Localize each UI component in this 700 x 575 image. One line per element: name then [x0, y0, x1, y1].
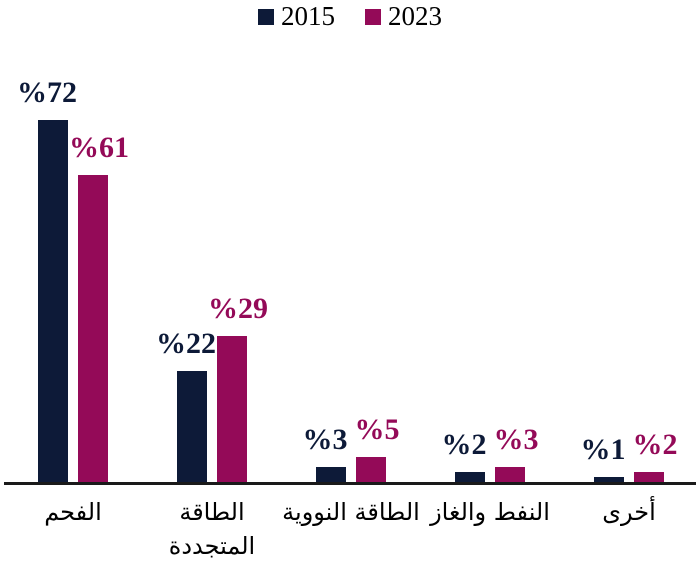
value-label-2015-4: %1: [580, 433, 626, 466]
category-label-2: الطاقة النووية: [282, 496, 420, 530]
category-label-4: أخرى: [602, 496, 656, 530]
bar-2015-3: [455, 472, 485, 482]
bar-2023-3: [495, 467, 525, 482]
bar-2015-1: [177, 371, 207, 482]
value-label-2023-2: %5: [354, 413, 400, 446]
bar-2015-0: [38, 120, 68, 482]
legend-label-2023: 2023: [388, 1, 442, 31]
plot-area: %72 %61 %22 %29 %3 %5 %2 %3 %1 %2: [17, 76, 678, 482]
value-label-2023-4: %2: [632, 428, 678, 461]
value-label-2023-0: %61: [69, 131, 129, 164]
category-label-line: النفط والغاز: [430, 498, 550, 526]
bar-2023-0: [78, 175, 108, 482]
category-labels: الفحم الطاقة المتجددة الطاقة النووية النفط و…: [0, 496, 700, 572]
bar-2023-4: [634, 472, 664, 482]
category-label-line: الطاقة: [179, 498, 245, 526]
bar-2015-4: [594, 477, 624, 482]
value-label-2023-1: %29: [208, 292, 268, 325]
bar-2023-1: [217, 336, 247, 482]
value-label-2023-3: %3: [493, 423, 539, 456]
bar-2023-2: [356, 457, 386, 482]
value-label-2015-0: %72: [17, 76, 77, 109]
legend-swatch-2023-icon: [365, 8, 381, 25]
value-label-2015-1: %22: [156, 327, 216, 360]
bar-2015-2: [316, 467, 346, 482]
category-label-1: الطاقة المتجددة: [169, 496, 255, 563]
category-label-line: المتجددة: [168, 531, 256, 560]
legend-swatch-2015-icon: [258, 8, 274, 25]
category-label-0: الفحم: [44, 496, 102, 530]
legend-item-2023: 2023: [365, 3, 442, 30]
x-axis-line: [4, 482, 696, 485]
legend-item-2015: 2015: [258, 3, 335, 30]
chart-legend: 2015 2023: [0, 3, 700, 30]
category-label-line: الفحم: [44, 498, 102, 526]
legend-label-2015: 2015: [281, 1, 335, 31]
category-label-line: الطاقة النووية: [282, 498, 420, 526]
category-label-3: النفط والغاز: [430, 496, 550, 530]
value-label-2015-2: %3: [302, 423, 348, 456]
value-label-2015-3: %2: [441, 428, 487, 461]
category-label-line: أخرى: [602, 498, 656, 526]
